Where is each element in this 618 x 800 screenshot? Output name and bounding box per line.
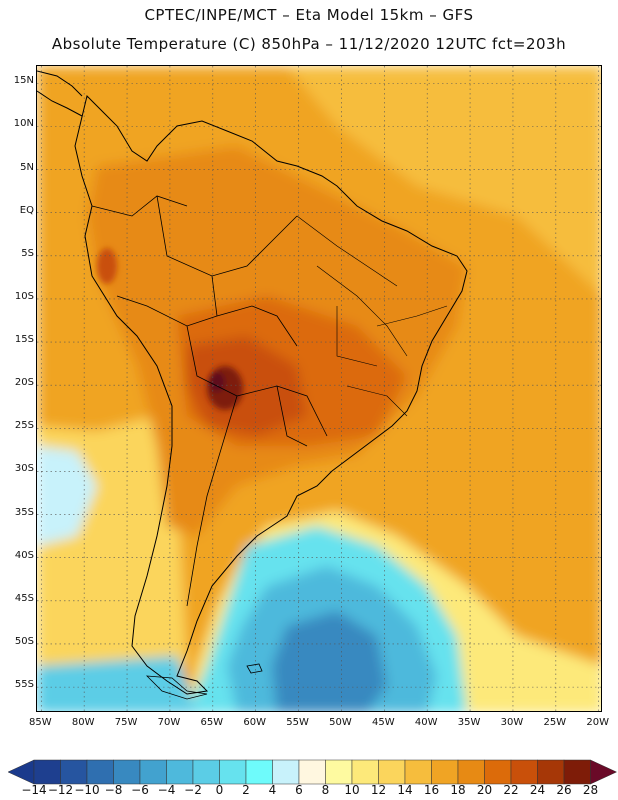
field-southwest-cool (37, 656, 197, 711)
falkland-islands (246, 663, 263, 674)
lat-tick-label: 10N (13, 118, 34, 130)
colorbar-box (378, 759, 406, 785)
colorbar-tick-label: 28 (582, 783, 599, 797)
colorbar-box (325, 759, 353, 785)
lon-tick-label: 30W (500, 717, 524, 728)
colorbar-tick-label: 16 (423, 783, 440, 797)
lon-tick-label: 35W (457, 717, 481, 728)
colorbar-box (33, 759, 61, 785)
colorbar-box (219, 759, 247, 785)
lat-tick-label: 40S (14, 549, 34, 561)
colorbar-tick-label: 0 (215, 783, 224, 797)
colorbar-tick-label: 2 (242, 783, 250, 797)
colorbar-tick-label: −10 (74, 783, 100, 797)
lat-tick-label: 35S (14, 506, 34, 518)
lon-tick-label: 85W (28, 717, 52, 728)
tierra-del-fuego (145, 675, 208, 700)
colorbar-tick-label: 8 (321, 783, 330, 797)
lon-tick-label: 60W (243, 717, 266, 728)
field-pacific-cool (37, 446, 97, 546)
colorbar-box (60, 759, 88, 785)
colorbar-tick-label: 4 (268, 783, 277, 797)
colorbar-tick-label: 12 (370, 783, 387, 797)
field-atlantic-north (287, 66, 601, 295)
colorbar-tick-label: 6 (295, 783, 303, 797)
colorbar (7, 759, 618, 785)
lat-tick-label: 50S (14, 635, 34, 647)
colorbar-tick-label: 10 (344, 783, 360, 797)
lat-tick-label: 45S (14, 592, 34, 604)
colorbar-box (457, 759, 485, 785)
colorbar-box (484, 759, 512, 785)
lon-tick-label: 50W (329, 717, 352, 728)
field-chaco-hot (187, 336, 307, 436)
lon-tick-label: 55W (286, 717, 309, 728)
lat-tick-label: 20S (14, 377, 34, 389)
temperature-map (37, 66, 601, 711)
colorbar-box (563, 759, 591, 785)
colorbar-box (298, 759, 326, 785)
colorbar-tick-label: −6 (131, 783, 149, 797)
lon-tick-label: 20W (586, 717, 610, 728)
country-borders (91, 195, 328, 607)
lon-tick-label: 65W (200, 717, 224, 728)
lon-tick-label: 70W (157, 717, 181, 728)
lat-tick-label: 15S (14, 334, 34, 346)
colorbar-tick-label: −2 (184, 783, 202, 797)
colorbar-box (245, 759, 273, 785)
colorbar-tick-label: 14 (397, 783, 413, 797)
colorbar-high-arrow (590, 759, 618, 785)
colorbar-box (510, 759, 538, 785)
colorbar-box (537, 759, 565, 785)
colorbar-box (86, 759, 114, 785)
lat-tick-label: 5N (20, 161, 34, 173)
colorbar-box (166, 759, 194, 785)
lat-tick-label: 25S (14, 420, 34, 432)
colorbar-box (192, 759, 220, 785)
colorbar-tick-label: −12 (47, 783, 74, 797)
lat-tick-label: 5S (21, 247, 34, 259)
lat-tick-label: EQ (19, 204, 34, 216)
colorbar-tick-label: 18 (450, 783, 466, 797)
colorbar-tick-label: −14 (21, 783, 47, 797)
lon-tick-label: 25W (543, 717, 567, 728)
colorbar-tick-label: −4 (157, 783, 176, 797)
lat-tick-label: 55S (14, 679, 34, 691)
lat-tick-label: 15N (13, 75, 34, 87)
field-cold-center (272, 611, 387, 711)
lat-tick-label: 30S (14, 463, 34, 475)
colorbar-low-arrow (7, 759, 35, 785)
colorbar-box (272, 759, 300, 785)
brazil-state-lines (296, 215, 448, 417)
colorbar-box (113, 759, 141, 785)
colorbar-tick-label: −8 (104, 783, 123, 797)
coastline-south-america (74, 95, 468, 695)
chart-title-line2: Absolute Temperature (C) 850hPa – 11/12/… (51, 35, 567, 53)
colorbar-tick-label: 22 (503, 783, 519, 797)
lon-tick-label: 40W (414, 717, 438, 728)
lat-tick-label: 10S (14, 290, 34, 302)
chart-title-line1: CPTEC/INPE/MCT – Eta Model 15km – GFS (144, 6, 474, 24)
field-andes-hot (97, 248, 117, 284)
colorbar-tick-label: 20 (476, 783, 493, 797)
colorbar-box (351, 759, 379, 785)
colorbar-tick-label: 26 (556, 783, 572, 797)
central-america-coast (37, 70, 83, 117)
map-panel (36, 65, 602, 712)
colorbar-box (139, 759, 167, 785)
colorbar-tick-label: 24 (529, 783, 546, 797)
lon-tick-label: 45W (372, 717, 395, 728)
colorbar-box (404, 759, 432, 785)
lon-tick-label: 80W (71, 717, 95, 728)
colorbar-box (431, 759, 459, 785)
lon-tick-label: 75W (114, 717, 138, 728)
